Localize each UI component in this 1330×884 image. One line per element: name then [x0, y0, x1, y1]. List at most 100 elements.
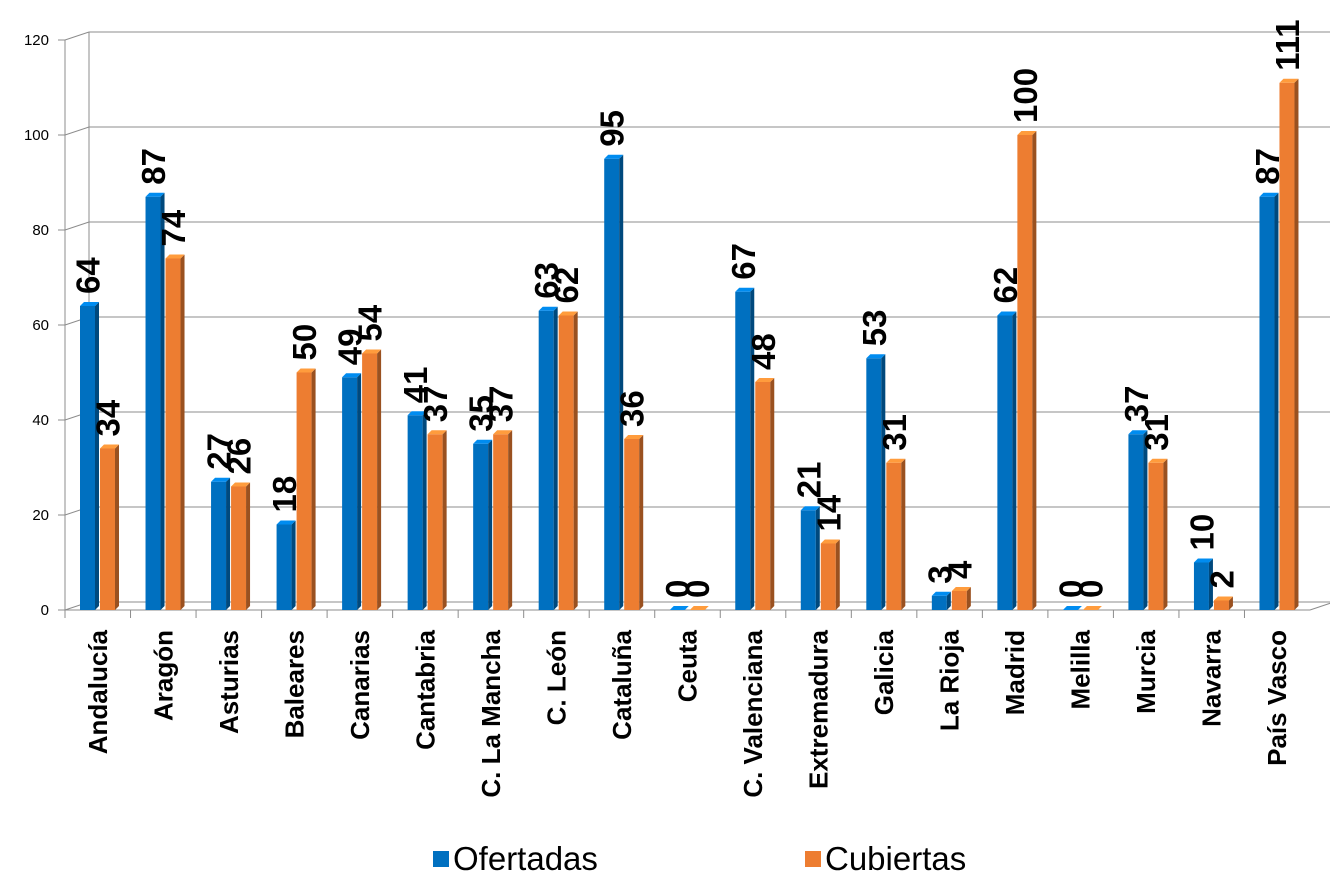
data-label: 53 — [856, 310, 893, 347]
bar-top — [165, 254, 185, 259]
x-category-label: Galicia — [869, 629, 899, 715]
bar-top — [80, 302, 99, 306]
data-label: 95 — [594, 110, 631, 147]
bar-top — [1017, 131, 1037, 135]
bar-top — [951, 587, 971, 591]
x-category-label: C. Valenciana — [738, 629, 768, 797]
bar-side — [835, 539, 840, 610]
bar-cubiertas — [624, 435, 644, 610]
bar-top — [624, 435, 644, 439]
bar-side — [357, 373, 362, 610]
bar-face — [604, 158, 620, 610]
bar-side — [881, 354, 886, 610]
bar-face — [362, 353, 378, 610]
bar-ofertadas — [1062, 606, 1082, 610]
data-label: 48 — [745, 333, 782, 370]
x-category-label: Madrid — [1000, 630, 1030, 715]
x-category-label: Baleares — [279, 630, 309, 738]
bar-cubiertas — [427, 430, 447, 610]
y-tick-label: 40 — [32, 412, 49, 429]
bar-side — [226, 477, 231, 610]
x-category-label: C. La Mancha — [476, 629, 506, 797]
bar-cubiertas — [100, 444, 119, 610]
bar-top — [866, 354, 886, 359]
bar-top — [558, 311, 578, 316]
data-label: 37 — [1118, 386, 1155, 423]
data-label: 41 — [397, 367, 434, 404]
bar-ofertadas — [276, 520, 296, 610]
bar-ofertadas — [866, 354, 886, 610]
bar-face — [820, 543, 836, 610]
bar-face — [951, 591, 967, 610]
bar-cubiertas — [820, 539, 840, 610]
bar-ofertadas — [145, 192, 165, 610]
legend: Ofertadas Cubiertas — [433, 840, 966, 877]
legend-swatch — [433, 851, 449, 867]
bar-face — [145, 196, 161, 610]
x-category-label: Melilla — [1066, 629, 1096, 709]
bar-side — [966, 587, 971, 610]
bar-ofertadas — [735, 287, 755, 610]
y-tick-label: 100 — [24, 127, 49, 144]
data-label: 26 — [221, 438, 258, 475]
data-label: 18 — [266, 476, 303, 513]
data-label: 31 — [1138, 414, 1175, 451]
x-category-label: País Vasco — [1262, 630, 1292, 766]
data-label: 64 — [70, 257, 107, 294]
y-tick-label: 80 — [32, 222, 49, 239]
x-category-label: Cataluña — [607, 629, 637, 739]
bar-side — [1274, 192, 1279, 610]
bar-top — [427, 430, 447, 435]
data-label: 54 — [352, 304, 389, 341]
bar-top — [473, 439, 493, 444]
bar-ofertadas — [473, 439, 493, 610]
legend-item-cubiertas: Cubiertas — [805, 840, 966, 877]
bar-side — [1032, 131, 1037, 610]
bar-face — [296, 372, 312, 610]
bar-side — [946, 591, 951, 610]
bar-face — [1128, 434, 1144, 610]
bar-top — [1259, 192, 1279, 197]
x-category-label: Ceuta — [673, 629, 703, 702]
bar-top — [669, 606, 689, 610]
bar-side — [815, 506, 820, 610]
bar-face — [276, 524, 292, 610]
bar-face — [493, 434, 509, 610]
data-label: 0 — [679, 580, 716, 598]
bar-face — [735, 291, 751, 610]
bar-cubiertas — [165, 254, 185, 610]
bar-top — [538, 306, 558, 311]
bar-cubiertas — [1279, 78, 1299, 610]
bar-face — [755, 382, 771, 610]
bar-face — [80, 306, 95, 610]
bar-ofertadas — [538, 306, 558, 610]
data-label: 27 — [201, 433, 238, 470]
bar-face — [931, 595, 947, 610]
bar-side — [291, 520, 296, 610]
bar-top — [145, 192, 165, 197]
bar-side — [311, 368, 316, 610]
bar-face — [1259, 196, 1275, 610]
bar-cubiertas — [689, 606, 709, 610]
data-label: 62 — [987, 267, 1024, 304]
bar-face — [211, 481, 227, 610]
bar-side — [377, 349, 382, 610]
x-category-label: Murcia — [1131, 629, 1161, 713]
bar-top — [820, 539, 840, 544]
x-category-label: La Rioja — [935, 629, 965, 731]
bar-top — [997, 311, 1017, 316]
bar-face — [231, 486, 247, 610]
x-category-label: Extremadura — [804, 629, 834, 788]
bar-side — [1228, 596, 1233, 610]
bar-cubiertas — [1213, 596, 1233, 610]
data-label: 36 — [614, 390, 651, 427]
data-label: 67 — [725, 243, 762, 280]
data-label: 0 — [659, 580, 696, 598]
bar-side — [180, 254, 185, 610]
data-label: 10 — [1183, 514, 1220, 551]
bar-cubiertas — [231, 482, 251, 610]
